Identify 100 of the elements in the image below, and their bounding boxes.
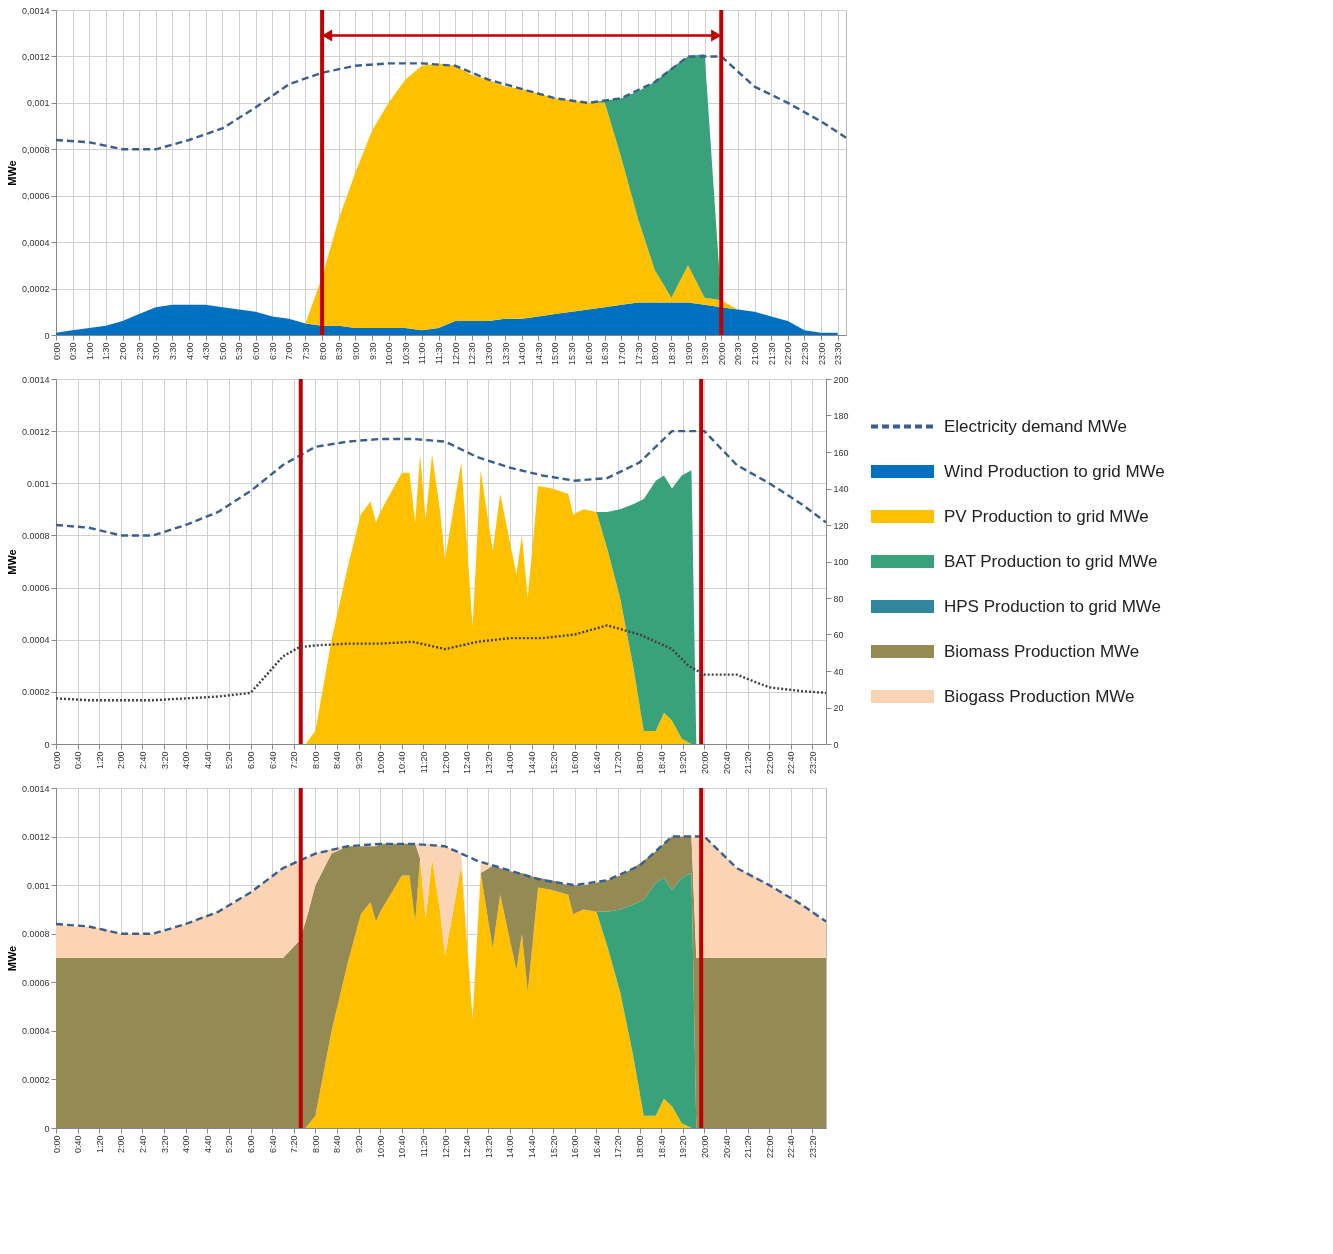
x-tick-label: 22:00 [783, 342, 794, 366]
x-tick-label: 11:00 [417, 342, 428, 365]
x-tick-label: 8:00 [310, 751, 321, 770]
y2-tick-label: 140 [833, 484, 849, 494]
x-tick-label: 4:00 [184, 342, 195, 361]
y2-tick-label: 200 [833, 374, 849, 385]
y2-tick-label: 20 [833, 703, 844, 713]
y-tick-label: 0.0008 [21, 929, 50, 940]
y-tick-label: 0,0012 [21, 51, 50, 62]
x-tick-label: 1:20 [94, 751, 105, 770]
x-tick-label: 4:00 [181, 751, 192, 770]
legend-label: Biomass Production MWe [944, 641, 1140, 661]
x-tick-label: 20:00 [716, 342, 727, 366]
x-tick-label: 0:40 [73, 751, 84, 770]
x-tick-label: 5:20 [224, 751, 235, 770]
x-tick-label: 3:20 [159, 1135, 170, 1154]
x-tick-label: 2:30 [134, 342, 145, 361]
legend-label: PV Production to grid MWe [944, 506, 1149, 526]
x-tick-label: 12:00 [440, 751, 451, 775]
y-tick-label: 0,0002 [21, 284, 50, 295]
x-tick-label: 16:30 [600, 342, 611, 366]
x-tick-label: 6:00 [246, 1135, 257, 1154]
y-tick-label: 0.0006 [21, 977, 50, 988]
x-tick-label: 0:00 [51, 751, 62, 770]
x-tick-label: 23:30 [833, 342, 844, 366]
y2-tick-label: 100 [833, 557, 849, 567]
x-tick-label: 8:30 [334, 342, 345, 361]
x-tick-label: 4:00 [181, 1135, 192, 1154]
x-tick-label: 9:20 [354, 751, 365, 770]
x-tick-label: 20:40 [721, 1135, 732, 1159]
x-tick-label: 7:20 [289, 1135, 300, 1154]
y-tick-label: 0.0008 [21, 530, 50, 541]
x-tick-label: 6:00 [246, 751, 257, 770]
x-tick-label: 22:00 [764, 751, 775, 775]
y-tick-label: 0.0014 [21, 783, 50, 794]
y-axis-title: MWe [5, 945, 18, 972]
x-tick-label: 20:00 [699, 1135, 710, 1159]
x-tick-label: 4:40 [202, 1135, 213, 1154]
x-tick-label: 0:00 [51, 1135, 62, 1154]
x-tick-label: 17:30 [633, 342, 644, 366]
x-tick-label: 9:00 [350, 342, 361, 361]
x-tick-label: 9:30 [367, 342, 378, 361]
y-tick-label: 0.0006 [21, 583, 50, 594]
x-tick-label: 23:20 [807, 751, 818, 775]
x-tick-label: 16:00 [583, 342, 594, 366]
x-tick-label: 14:00 [505, 1135, 516, 1159]
x-tick-label: 18:30 [666, 342, 677, 366]
x-tick-label: 12:00 [450, 342, 461, 366]
y-tick-label: 0.0002 [21, 1074, 50, 1085]
x-tick-label: 22:40 [786, 751, 797, 775]
x-tick-label: 15:20 [548, 751, 559, 775]
x-tick-label: 15:20 [548, 1135, 559, 1159]
x-tick-label: 10:00 [384, 342, 395, 366]
x-tick-label: 20:00 [699, 751, 710, 775]
x-tick-label: 22:00 [764, 1135, 775, 1159]
y2-tick-label: 180 [833, 411, 849, 421]
y-tick-label: 0,001 [26, 98, 50, 109]
x-tick-label: 19:20 [678, 751, 689, 775]
x-tick-label: 13:20 [483, 751, 494, 775]
x-tick-label: 5:20 [224, 1135, 235, 1154]
legend-label: Biogass Production MWe [944, 686, 1135, 706]
x-tick-label: 17:20 [613, 1135, 624, 1159]
x-tick-label: 10:00 [375, 1135, 386, 1159]
x-tick-label: 15:00 [550, 342, 561, 366]
y2-tick-label: 40 [833, 666, 844, 677]
x-tick-label: 13:30 [500, 342, 511, 366]
x-tick-label: 18:40 [656, 751, 667, 775]
x-tick-label: 16:40 [591, 1135, 602, 1159]
y2-tick-label: 80 [833, 593, 844, 604]
x-tick-label: 12:40 [462, 1135, 473, 1159]
y-tick-label: 0,0006 [21, 191, 50, 202]
x-tick-label: 21:30 [766, 342, 777, 366]
x-tick-label: 21:00 [750, 342, 761, 366]
y-tick-label: 0.0012 [21, 426, 50, 437]
x-tick-label: 7:00 [284, 342, 295, 361]
y2-tick-label: 0 [833, 739, 839, 750]
x-tick-label: 13:00 [483, 342, 494, 366]
x-tick-label: 18:40 [656, 1135, 667, 1159]
x-tick-label: 23:20 [807, 1135, 818, 1159]
line-series [54, 429, 828, 537]
x-tick-label: 3:20 [159, 751, 170, 770]
y2-tick-label: 160 [833, 447, 849, 458]
x-tick-label: 2:00 [116, 1135, 127, 1154]
x-tick-label: 3:30 [167, 342, 178, 361]
x-tick-label: 0:00 [51, 342, 62, 361]
x-tick-label: 22:30 [799, 342, 810, 366]
x-tick-label: 6:30 [267, 342, 278, 361]
x-tick-label: 17:20 [613, 751, 624, 775]
y-tick-label: 0,0004 [21, 237, 50, 248]
y2-tick-label: 120 [833, 520, 849, 531]
legend-label: Wind Production to grid MWe [944, 461, 1165, 481]
x-tick-label: 15:30 [567, 342, 578, 366]
x-tick-label: 19:20 [678, 1135, 689, 1159]
x-tick-label: 18:00 [635, 1135, 646, 1159]
x-tick-label: 1:20 [94, 1135, 105, 1154]
legend-label: Electricity demand MWe [944, 416, 1127, 436]
x-tick-label: 19:00 [683, 342, 694, 366]
y-tick-label: 0.001 [26, 880, 50, 891]
x-tick-label: 8:00 [317, 342, 328, 361]
x-tick-label: 9:20 [354, 1135, 365, 1154]
